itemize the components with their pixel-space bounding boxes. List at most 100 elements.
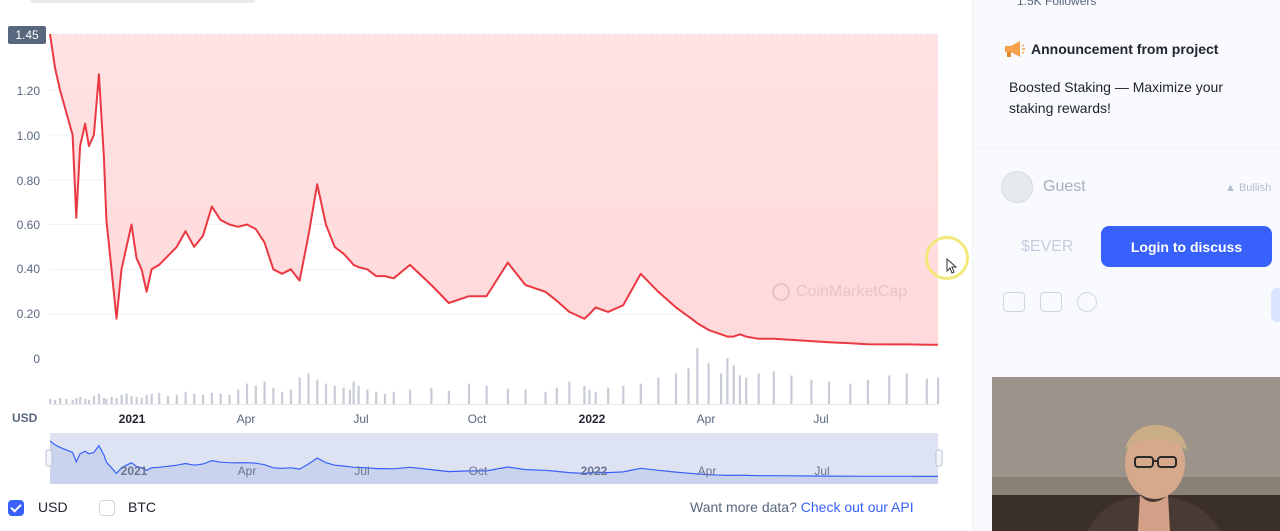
volume-bar (219, 393, 222, 404)
currency-axis-label: USD (12, 411, 38, 425)
guest-name: Guest (1043, 178, 1086, 195)
volume-bar (568, 381, 571, 404)
login-to-discuss-button[interactable]: Login to discuss (1101, 226, 1272, 267)
navigator-tick: Apr (697, 464, 717, 478)
emoji-icon[interactable] (1077, 292, 1097, 312)
volume-bar (237, 389, 240, 404)
mouse-cursor-icon (946, 258, 958, 274)
volume-bar (772, 371, 775, 404)
announcement-card[interactable]: Announcement from project Boosted Stakin… (1003, 30, 1280, 130)
volume-bar (135, 396, 138, 404)
usd-checkbox[interactable] (8, 500, 24, 516)
y-tick: 0.80 (16, 174, 40, 188)
volume-bar (588, 389, 591, 404)
volume-bar (720, 373, 723, 404)
volume-bar (707, 363, 710, 404)
volume-bar (375, 391, 378, 404)
volume-bar (150, 393, 153, 404)
y-tick: 0.20 (16, 307, 40, 321)
volume-bar (888, 375, 891, 404)
volume-bar (925, 378, 928, 404)
volume-bar (298, 377, 301, 404)
navigator-tick: 2021 (120, 464, 148, 478)
volume-bar (430, 387, 433, 404)
volume-bar (65, 398, 68, 404)
volume-bar (866, 379, 869, 404)
volume-bar (140, 397, 143, 404)
usd-checkbox-label[interactable]: USD (38, 499, 68, 515)
y-tick: 1.20 (16, 84, 40, 98)
x-tick: 2021 (118, 412, 146, 426)
volume-bar (130, 395, 133, 404)
gif-icon[interactable] (1040, 292, 1062, 312)
bullish-toggle[interactable]: ▲ Bullish (1225, 182, 1272, 194)
area-fill (50, 34, 938, 345)
volume-bar (905, 373, 908, 404)
x-tick: Jul (353, 412, 369, 426)
price-chart[interactable] (0, 0, 972, 531)
volume-bar (352, 381, 355, 404)
volume-bar (687, 368, 690, 404)
volume-bar (467, 383, 471, 404)
volume-bar (342, 387, 345, 404)
volume-bar (583, 385, 586, 404)
volume-bar (674, 373, 678, 404)
volume-bar (272, 387, 275, 404)
guest-avatar (1001, 171, 1033, 203)
header-strip (30, 0, 255, 3)
volume-bar (555, 387, 558, 404)
image-icon[interactable] (1003, 292, 1025, 312)
volume-bar (357, 385, 360, 404)
announcement-title: Announcement from project (1031, 41, 1219, 57)
volume-bar (307, 373, 310, 404)
navigator-tick: Jul (814, 464, 830, 478)
x-tick: 2022 (578, 412, 606, 426)
volume-bar (193, 393, 196, 404)
volume-bar (738, 375, 741, 404)
volume-bar (54, 399, 57, 404)
volume-bar (84, 398, 87, 404)
volume-bar (607, 387, 610, 404)
x-tick: Jul (813, 412, 829, 426)
post-button[interactable] (1271, 288, 1280, 322)
chart-panel: 1.45 1.20 1.00 0.80 0.60 0.40 0.20 0 USD… (0, 0, 972, 531)
cursor-highlight (925, 236, 969, 280)
volume-bar (827, 381, 831, 404)
volume-bar (790, 375, 793, 404)
announcement-body: Boosted Staking — Maximize your staking … (1009, 79, 1223, 116)
volume-bar (125, 393, 128, 404)
volume-bar (657, 377, 660, 404)
y-tick: 0.40 (16, 262, 40, 276)
y-tick: 0.60 (16, 218, 40, 232)
followers-count: 1.5K Followers (1017, 0, 1097, 8)
btc-checkbox[interactable] (99, 500, 115, 516)
volume-bar (366, 389, 369, 404)
volume-bar (544, 391, 547, 404)
x-tick: Oct (467, 412, 487, 426)
volume-bar (622, 385, 625, 404)
btc-checkbox-label[interactable]: BTC (128, 499, 156, 515)
navigator-line (49, 440, 938, 477)
volume-bar (348, 389, 351, 404)
volume-bar (392, 391, 395, 404)
volume-bar (115, 397, 118, 404)
volume-bar (245, 383, 249, 404)
navigator-handle-left (45, 449, 53, 467)
volume-bar (757, 373, 760, 404)
volume-bar (726, 358, 729, 404)
navigator-tick: 2022 (580, 464, 608, 478)
megaphone-icon (1005, 41, 1025, 57)
volume-bar (745, 377, 748, 404)
volume-bar (120, 394, 123, 404)
y-tick: 1.00 (16, 129, 40, 143)
api-link[interactable]: Check out our API (800, 499, 914, 515)
volume-bar (87, 399, 91, 404)
volume-bar (97, 393, 101, 404)
webcam-feed (992, 377, 1280, 531)
volume-bar (324, 383, 328, 404)
volume-bar (102, 397, 106, 404)
navigator-area (50, 441, 938, 484)
volume-bar (75, 397, 78, 404)
volume-bar (281, 391, 284, 404)
volume-bar (524, 389, 527, 404)
